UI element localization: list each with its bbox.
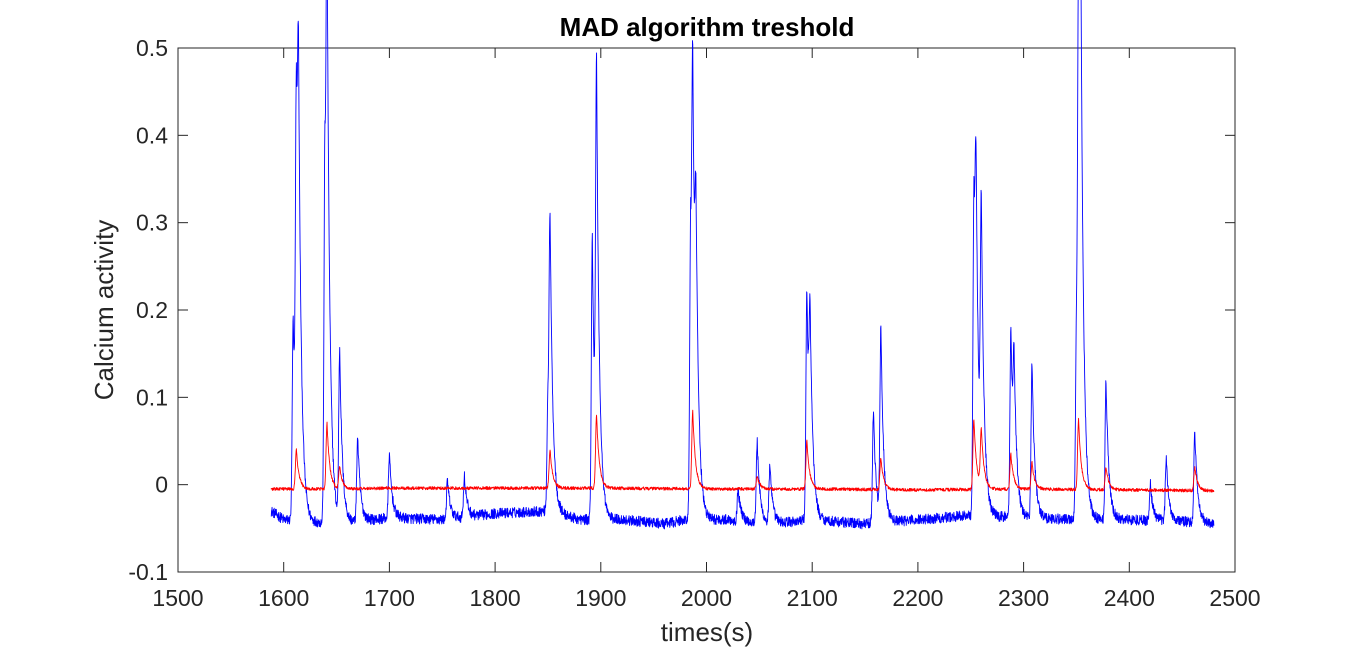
y-axis-label: Calcium activity [89,220,119,401]
x-tick-label: 2000 [681,585,732,611]
series-line [270,409,1215,493]
y-tick-label: -0.1 [128,559,168,585]
y-tick-label: 0.5 [136,35,168,61]
x-tick-label: 2300 [998,585,1049,611]
x-tick-label: 1600 [258,585,309,611]
axes-box [177,47,1236,573]
ticks-layer: 1500 1600 1700 1800 1900 2000 2100 2200 2300 2400… [128,35,1260,611]
x-tick-label: 2400 [1104,585,1155,611]
series-layer [270,0,1215,530]
plot-area: 1500 1600 1700 1800 1900 2000 2100 2200 2300 2400… [128,0,1261,611]
x-tick-label: 2200 [892,585,943,611]
y-tick-label: 0.2 [136,297,168,323]
x-tick-label: 1700 [364,585,415,611]
y-tick-label: 0.4 [136,122,168,148]
x-axis-label: times(s) [661,617,753,647]
chart-title: MAD algorithm treshold [560,12,855,42]
y-tick-label: 0 [155,472,168,498]
y-tick-label: 0.3 [136,210,168,236]
x-tick-label: 1900 [575,585,626,611]
x-tick-label: 1800 [470,585,521,611]
y-tick-label: 0.1 [136,384,168,410]
series-line [270,0,1215,530]
x-tick-label: 1500 [152,585,203,611]
x-tick-label: 2500 [1209,585,1260,611]
x-tick-label: 2100 [787,585,838,611]
